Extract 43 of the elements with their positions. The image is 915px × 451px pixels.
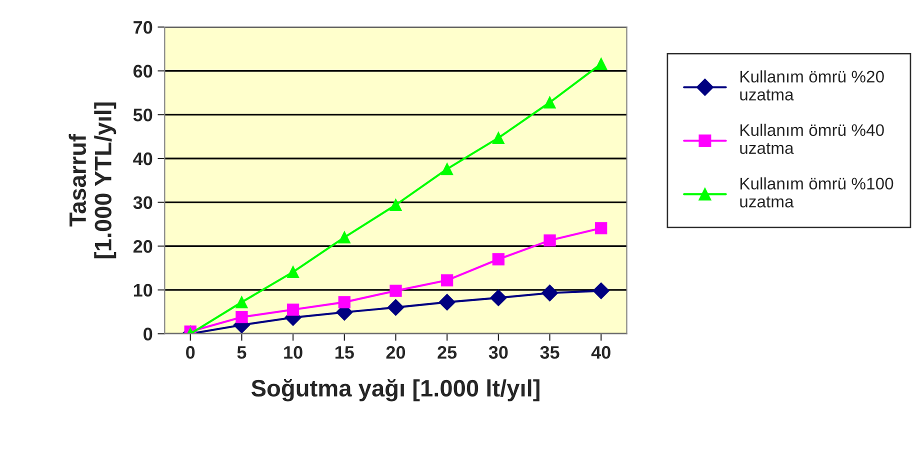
point <box>390 284 402 297</box>
y-axis-title: Tasarruf [1.000 YTL/yıl] <box>68 102 116 258</box>
y-tick-label: 60 <box>133 64 152 78</box>
point <box>492 132 504 144</box>
y-tick-label: 30 <box>133 196 152 210</box>
point <box>338 231 350 244</box>
legend-label: Kullanım ömrü %20 uzatma <box>740 70 884 100</box>
point <box>541 284 558 302</box>
point <box>492 253 504 266</box>
x-tick-label: 20 <box>386 346 406 359</box>
y-tick-label: 0 <box>144 328 152 340</box>
point <box>338 296 350 308</box>
point <box>438 294 456 311</box>
y-tick-label: 50 <box>133 108 152 122</box>
x-tick-label: 10 <box>284 346 302 359</box>
y-tick-label: 10 <box>134 284 152 297</box>
point <box>390 198 402 212</box>
x-tick-label: 40 <box>591 346 610 359</box>
point <box>595 222 608 234</box>
point <box>236 311 248 324</box>
y-tick-label: 20 <box>133 240 152 253</box>
legend-label: Kullanım ömrü %100 uzatma <box>740 177 894 208</box>
point <box>592 282 610 300</box>
legend-label: Kullanım ömrü %40 uzatma <box>740 124 884 154</box>
x-tick-label: 30 <box>488 346 508 359</box>
y-tick-label: 70 <box>134 20 152 34</box>
x-axis-title: Soğutma yağı [1.000 lt/yıl] <box>251 379 540 402</box>
point <box>595 58 608 70</box>
x-tick-label: 0 <box>186 346 195 359</box>
point <box>490 289 507 306</box>
point <box>236 296 248 308</box>
x-tick-label: 25 <box>438 346 457 359</box>
x-tick-label: 15 <box>335 346 354 359</box>
point <box>286 304 300 316</box>
x-tick-label: 35 <box>540 346 560 359</box>
point <box>441 162 454 176</box>
point <box>441 274 454 286</box>
x-tick-label: 5 <box>237 346 246 359</box>
point <box>544 234 556 246</box>
point <box>387 299 404 316</box>
point <box>286 266 300 278</box>
point <box>544 96 556 108</box>
y-tick-label: 40 <box>133 152 152 166</box>
